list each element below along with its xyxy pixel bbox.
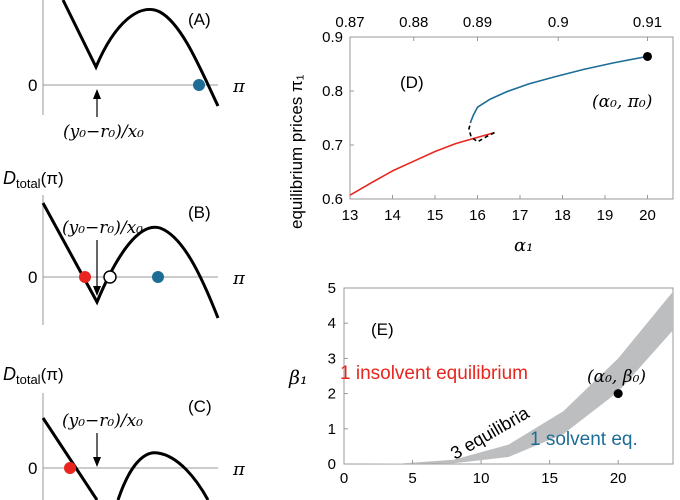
panel-d-xtick-label: 16 bbox=[469, 207, 486, 224]
panel-e-point bbox=[613, 389, 623, 399]
panel-c-curve bbox=[41, 417, 210, 500]
panel-a-curve bbox=[61, 0, 220, 107]
panel-d-top-tick-label: 0.89 bbox=[463, 14, 492, 31]
panel-e-ytick-label: 2 bbox=[328, 386, 336, 403]
panel-d-ytick-label: 0.8 bbox=[322, 83, 343, 100]
panel-e-xtick-label: 15 bbox=[541, 470, 558, 487]
panel-d-ytick-label: 0.6 bbox=[322, 191, 343, 208]
panel-c-zero: 0 bbox=[28, 459, 37, 478]
panel-b: Dtotal(π) (B) 0 π (y₀−r₀)/x₀ bbox=[3, 168, 246, 325]
panel-e-solvent-text: 1 solvent eq. bbox=[530, 429, 638, 450]
panel-d-ytick-label: 0.9 bbox=[322, 29, 343, 46]
panel-d-top-tick-label: 0.91 bbox=[633, 14, 662, 31]
panel-a: (A) 0 π (y₀−r₀)/x₀ bbox=[28, 0, 246, 142]
panel-e-ytick-label: 0 bbox=[328, 456, 336, 473]
panel-c-insolvent-point bbox=[64, 462, 76, 474]
panel-c-ylabel: Dtotal(π) bbox=[3, 364, 64, 387]
panel-c-pi-label: π bbox=[232, 459, 246, 480]
panel-b-zero: 0 bbox=[28, 268, 37, 287]
panel-a-solvent-point bbox=[193, 79, 205, 91]
panel-a-label: (A) bbox=[188, 10, 211, 29]
panel-d-xtick-label: 18 bbox=[554, 207, 571, 224]
panel-d-series bbox=[349, 51, 652, 196]
panel-a-pi-label: π bbox=[232, 76, 246, 97]
panel-c-annotation: (y₀−r₀)/x₀ bbox=[62, 411, 143, 431]
panel-d-xtick-label: 13 bbox=[342, 207, 359, 224]
panel-b-ylabel: Dtotal(π) bbox=[3, 168, 64, 191]
panel-d: 13 14 15 16 17 18 19 200.60.70.80.90.87 0.88 0.89… bbox=[287, 14, 674, 256]
panel-d-point-label: (α₀, π₀) bbox=[592, 92, 652, 112]
panel-b-annotation: (y₀−r₀)/x₀ bbox=[62, 218, 143, 238]
panel-e-ylabel: β₁ bbox=[288, 367, 308, 389]
panel-e-ytick-label: 3 bbox=[328, 350, 336, 367]
panel-e-ytick-label: 1 bbox=[328, 421, 336, 438]
panel-e-label: (E) bbox=[371, 320, 394, 339]
panel-d-series-unstable bbox=[468, 121, 495, 143]
panel-e-ytick-label: 5 bbox=[328, 280, 336, 297]
panel-e-xtick-label: 10 bbox=[473, 470, 490, 487]
panel-e-frame bbox=[343, 287, 674, 465]
panel-e-point-group bbox=[613, 389, 623, 399]
panel-e-xtick-label: 20 bbox=[610, 470, 627, 487]
panel-d-point bbox=[643, 51, 652, 61]
panel-e-ticks: 0 5 10 15 20 0 1 2 3 4 5 bbox=[328, 280, 627, 487]
panel-d-xtick-label: 20 bbox=[639, 207, 656, 224]
panel-b-arrowhead bbox=[93, 286, 101, 296]
panel-e-point-label: (α₀, β₀) bbox=[587, 367, 646, 387]
panel-b-unstable-point bbox=[103, 270, 117, 284]
panel-b-label: (B) bbox=[188, 203, 211, 222]
panel-e-three-equilibria-region bbox=[344, 291, 673, 464]
panel-d-xlabel: α₁ bbox=[514, 235, 533, 256]
panel-a-arrowhead bbox=[93, 89, 101, 99]
panel-b-solvent-point bbox=[152, 271, 164, 283]
panel-d-top-tick-label: 0.87 bbox=[335, 14, 364, 31]
panel-e-xtick-label: 5 bbox=[408, 470, 416, 487]
panel-d-ylabel: equilibrium prices π₁ bbox=[287, 74, 306, 229]
panel-b-insolvent-point bbox=[79, 271, 91, 283]
panel-d-series-solvent bbox=[469, 55, 648, 123]
panel-d-ticks: 13 14 15 16 17 18 19 200.60.70.80.90.87 0.88 0.89… bbox=[322, 14, 662, 224]
panel-d-xtick-label: 14 bbox=[384, 207, 401, 224]
panel-e-xtick-label: 0 bbox=[340, 470, 348, 487]
panel-a-zero: 0 bbox=[28, 76, 37, 95]
panel-d-xtick-label: 17 bbox=[512, 207, 529, 224]
panel-e-insolvent-text: 1 insolvent equilibrium bbox=[340, 363, 528, 384]
panel-d-top-tick-label: 0.9 bbox=[548, 14, 569, 31]
panel-e-ytick-label: 4 bbox=[328, 315, 336, 332]
panel-d-top-tick-label: 0.88 bbox=[399, 14, 428, 31]
panel-d-frame bbox=[349, 36, 674, 200]
panel-a-annotation: (y₀−r₀)/x₀ bbox=[63, 122, 144, 142]
panel-d-label: (D) bbox=[400, 73, 424, 92]
panel-d-ytick-label: 0.7 bbox=[322, 137, 343, 154]
panel-c: Dtotal(π) (C) 0 π (y₀−r₀)/x₀ bbox=[3, 364, 246, 500]
panel-c-arrowhead bbox=[93, 457, 101, 467]
panel-b-pi-label: π bbox=[232, 268, 246, 289]
panel-c-label: (C) bbox=[188, 397, 212, 416]
panel-e: 0 5 10 15 20 0 1 2 3 4 5 (E) 1 insolvent equilibri… bbox=[288, 280, 674, 487]
panel-d-xtick-label: 19 bbox=[597, 207, 614, 224]
panel-d-xtick-label: 15 bbox=[427, 207, 444, 224]
panel-d-series-insolvent bbox=[349, 131, 495, 196]
